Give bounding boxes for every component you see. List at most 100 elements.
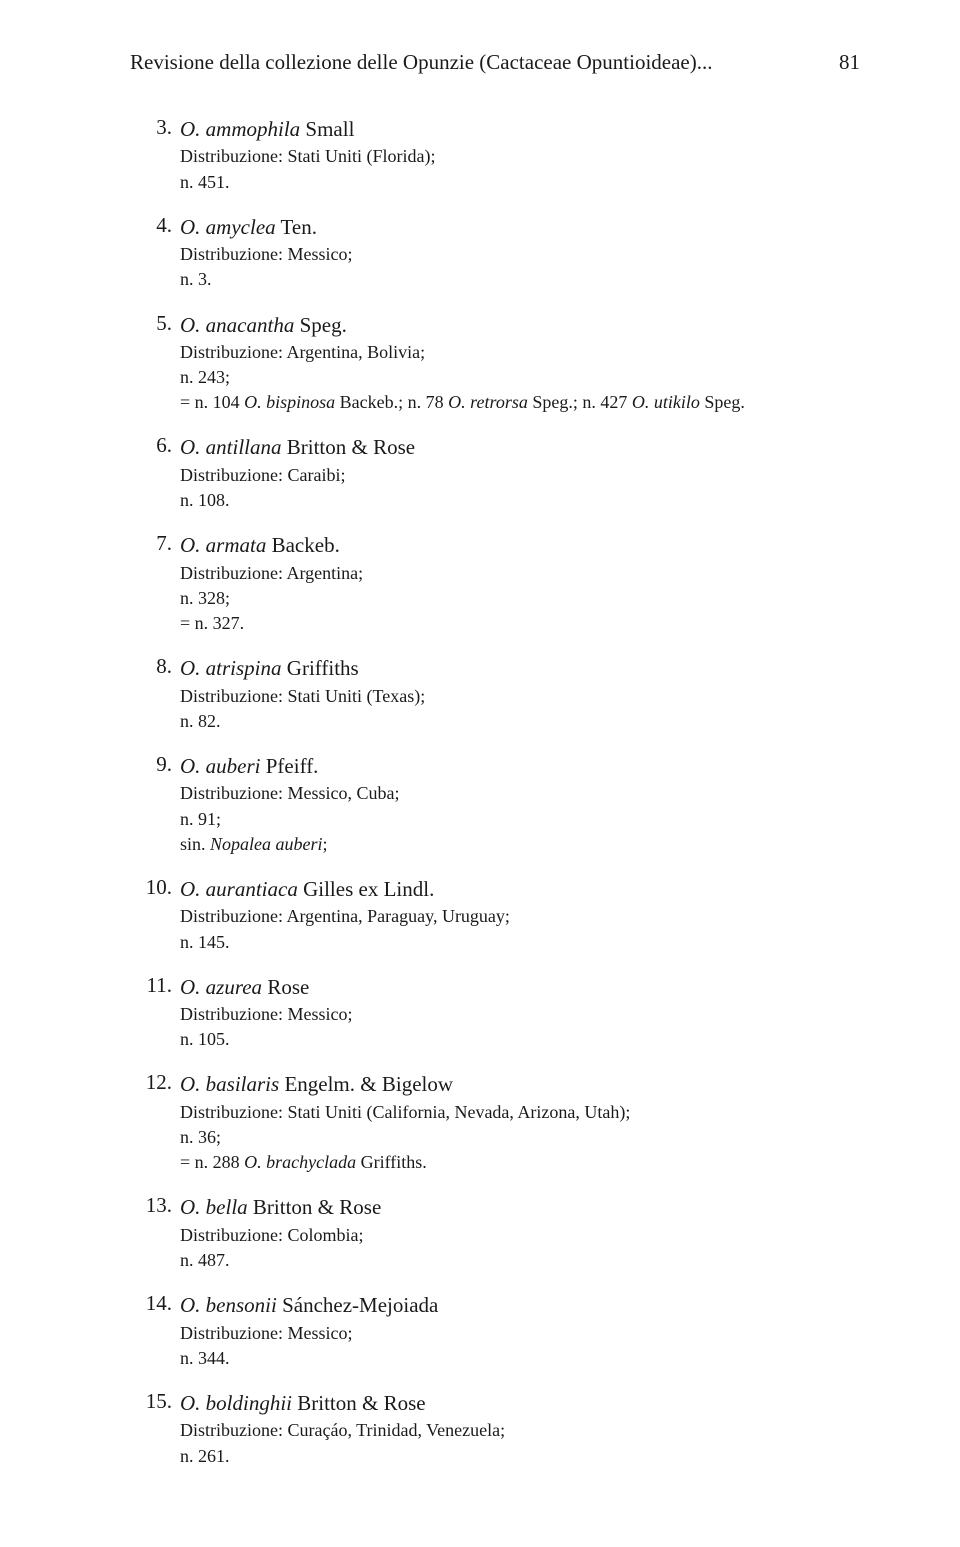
- entry-number: 4.: [130, 213, 172, 293]
- taxon-entry: 15.O. boldinghii Britton & RoseDistribuz…: [130, 1389, 860, 1469]
- entry-title: O. basilaris Engelm. & Bigelow: [180, 1070, 860, 1099]
- entry-detail: n. 145.: [180, 930, 860, 955]
- entry-detail: n. 105.: [180, 1027, 860, 1052]
- entry-body: O. atrispina GriffithsDistribuzione: Sta…: [172, 654, 860, 734]
- entry-detail: n. 3.: [180, 267, 860, 292]
- entry-detail: n. 91;: [180, 807, 860, 832]
- entry-body: O. basilaris Engelm. & BigelowDistribuzi…: [172, 1070, 860, 1175]
- entry-body: O. bella Britton & RoseDistribuzione: Co…: [172, 1193, 860, 1273]
- author-citation: Britton & Rose: [282, 435, 416, 459]
- species-epithet: basilaris: [206, 1072, 280, 1096]
- author-citation: Rose: [262, 975, 309, 999]
- entry-number: 3.: [130, 115, 172, 195]
- entry-title: O. auberi Pfeiff.: [180, 752, 860, 781]
- author-citation: Griffiths: [282, 656, 359, 680]
- entry-detail: Distribuzione: Stati Uniti (California, …: [180, 1100, 860, 1125]
- entry-number: 15.: [130, 1389, 172, 1469]
- page-container: Revisione della collezione delle Opunzie…: [0, 0, 960, 1547]
- entry-number: 14.: [130, 1291, 172, 1371]
- entry-body: O. antillana Britton & Rose Distribuzione…: [172, 433, 860, 513]
- entry-body: O. azurea RoseDistribuzione: Messico;n. …: [172, 973, 860, 1053]
- species-epithet: aurantiaca: [206, 877, 298, 901]
- taxon-entry: 3.O. ammophila SmallDistribuzione: Stati…: [130, 115, 860, 195]
- entry-number: 10.: [130, 875, 172, 955]
- author-citation: Britton & Rose: [292, 1391, 426, 1415]
- entry-detail: n. 82.: [180, 709, 860, 734]
- genus-abbrev: O.: [180, 975, 206, 999]
- genus-abbrev: O.: [180, 533, 206, 557]
- species-epithet: auberi: [206, 754, 261, 778]
- entry-detail: n. 328;: [180, 586, 860, 611]
- entry-detail: n. 451.: [180, 170, 860, 195]
- entry-title: O. bella Britton & Rose: [180, 1193, 860, 1222]
- genus-abbrev: O.: [180, 1072, 206, 1096]
- genus-abbrev: O.: [180, 1293, 206, 1317]
- author-citation: Gilles ex Lindl.: [298, 877, 434, 901]
- species-epithet: ammophila: [206, 117, 301, 141]
- entry-detail: Distribuzione: Argentina, Paraguay, Urug…: [180, 904, 860, 929]
- entry-number: 6.: [130, 433, 172, 513]
- entry-detail: Distribuzione: Messico, Cuba;: [180, 781, 860, 806]
- author-citation: Backeb.: [266, 533, 339, 557]
- species-epithet: amyclea: [206, 215, 276, 239]
- taxon-entry: 12.O. basilaris Engelm. & BigelowDistrib…: [130, 1070, 860, 1175]
- entry-detail: = n. 104 O. bispinosa Backeb.; n. 78 O. …: [180, 390, 860, 415]
- genus-abbrev: O.: [180, 1391, 206, 1415]
- entry-detail: Distribuzione: Caraibi;: [180, 463, 860, 488]
- entry-body: O. aurantiaca Gilles ex Lindl.Distribuzi…: [172, 875, 860, 955]
- author-citation: Pfeiff.: [261, 754, 319, 778]
- entry-body: O. auberi Pfeiff.Distribuzione: Messico,…: [172, 752, 860, 857]
- author-citation: Speg.: [294, 313, 347, 337]
- entry-detail: Distribuzione: Argentina, Bolivia;: [180, 340, 860, 365]
- entry-number: 7.: [130, 531, 172, 636]
- entry-detail: sin. Nopalea auberi;: [180, 832, 860, 857]
- genus-abbrev: O.: [180, 117, 206, 141]
- entry-number: 5.: [130, 311, 172, 416]
- entries-list: 3.O. ammophila SmallDistribuzione: Stati…: [130, 115, 860, 1469]
- species-epithet: azurea: [206, 975, 262, 999]
- species-epithet: antillana: [206, 435, 282, 459]
- species-epithet: bella: [206, 1195, 248, 1219]
- entry-detail: Distribuzione: Messico;: [180, 1002, 860, 1027]
- entry-title: O. aurantiaca Gilles ex Lindl.: [180, 875, 860, 904]
- page-number: 81: [839, 50, 860, 75]
- genus-abbrev: O.: [180, 656, 206, 680]
- taxon-entry: 14.O. bensonii Sánchez-MejoiadaDistribuz…: [130, 1291, 860, 1371]
- entry-number: 8.: [130, 654, 172, 734]
- entry-detail: n. 36;: [180, 1125, 860, 1150]
- taxon-entry: 8.O. atrispina GriffithsDistribuzione: S…: [130, 654, 860, 734]
- entry-detail: Distribuzione: Colombia;: [180, 1223, 860, 1248]
- genus-abbrev: O.: [180, 1195, 206, 1219]
- taxon-entry: 4.O. amyclea Ten.Distribuzione: Messico;…: [130, 213, 860, 293]
- entry-detail: Distribuzione: Messico;: [180, 242, 860, 267]
- taxon-entry: 6. O. antillana Britton & Rose Distribuzio…: [130, 433, 860, 513]
- entry-title: O. anacantha Speg.: [180, 311, 860, 340]
- entry-body: O. anacantha Speg.Distribuzione: Argenti…: [172, 311, 860, 416]
- entry-title: O. boldinghii Britton & Rose: [180, 1389, 860, 1418]
- author-citation: Ten.: [276, 215, 317, 239]
- entry-detail: Distribuzione: Curaçáo, Trinidad, Venezu…: [180, 1418, 860, 1443]
- entry-detail: = n. 288 O. brachyclada Griffiths.: [180, 1150, 860, 1175]
- entry-detail: = n. 327.: [180, 611, 860, 636]
- entry-detail: n. 243;: [180, 365, 860, 390]
- genus-abbrev: O.: [180, 435, 206, 459]
- genus-abbrev: O.: [180, 313, 206, 337]
- entry-title: O. atrispina Griffiths: [180, 654, 860, 683]
- entry-detail: Distribuzione: Messico;: [180, 1321, 860, 1346]
- entry-detail: Distribuzione: Argentina;: [180, 561, 860, 586]
- species-epithet: atrispina: [206, 656, 282, 680]
- entry-title: O. azurea Rose: [180, 973, 860, 1002]
- taxon-entry: 13.O. bella Britton & RoseDistribuzione:…: [130, 1193, 860, 1273]
- entry-detail: n. 261.: [180, 1444, 860, 1469]
- species-epithet: anacantha: [206, 313, 295, 337]
- genus-abbrev: O.: [180, 754, 206, 778]
- taxon-entry: 11.O. azurea RoseDistribuzione: Messico;…: [130, 973, 860, 1053]
- entry-number: 13.: [130, 1193, 172, 1273]
- entry-body: O. bensonii Sánchez-MejoiadaDistribuzion…: [172, 1291, 860, 1371]
- entry-detail: n. 487.: [180, 1248, 860, 1273]
- author-citation: Engelm. & Bigelow: [279, 1072, 453, 1096]
- entry-number: 12.: [130, 1070, 172, 1175]
- species-epithet: armata: [206, 533, 267, 557]
- entry-body: O. armata Backeb. Distribuzione: Argentin…: [172, 531, 860, 636]
- species-epithet: boldinghii: [206, 1391, 292, 1415]
